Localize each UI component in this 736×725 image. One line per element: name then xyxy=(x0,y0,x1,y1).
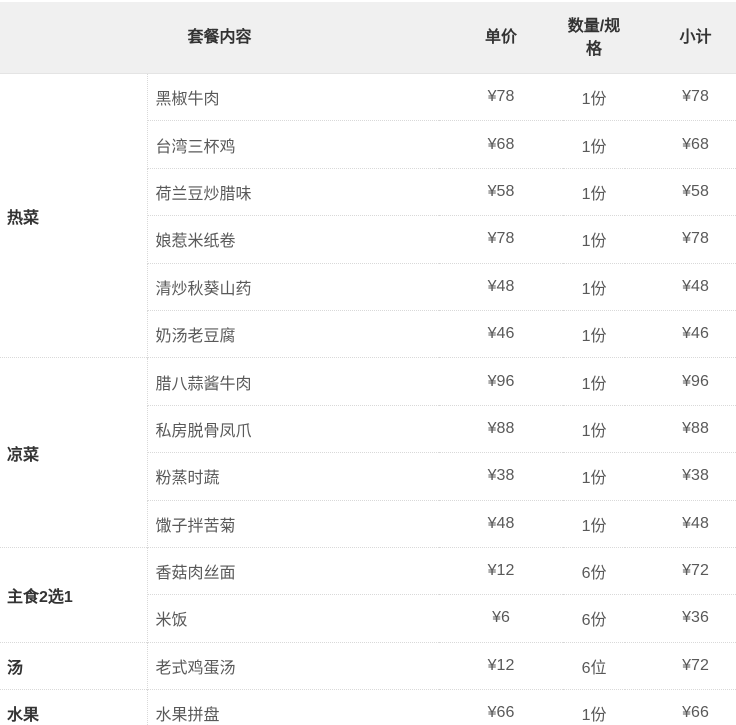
dish-name-cell: 清炒秋葵山药 xyxy=(147,262,440,311)
quantity-cell: 1份 xyxy=(563,120,626,169)
category-cell: 汤 xyxy=(0,641,148,690)
dish-name-cell: 米饭 xyxy=(147,594,440,643)
header-quantity-spec: 数量/规格 xyxy=(563,2,626,74)
subtotal-cell: ¥58 xyxy=(625,167,736,216)
dish-name-cell: 荷兰豆炒腊味 xyxy=(147,167,440,216)
dish-name-cell: 馓子拌苦菊 xyxy=(147,499,440,548)
subtotal-cell: ¥36 xyxy=(625,594,736,643)
unit-price-cell: ¥78 xyxy=(439,215,564,264)
dish-name-cell: 黑椒牛肉 xyxy=(147,73,440,121)
category-cell: 热菜 xyxy=(0,73,148,358)
quantity-cell: 1份 xyxy=(563,452,626,501)
quantity-cell: 1份 xyxy=(563,499,626,548)
quantity-cell: 6份 xyxy=(563,546,626,595)
menu-row: 凉菜 腊八蒜酱牛肉 ¥96 1份 ¥96 xyxy=(0,357,736,548)
category-cell: 凉菜 xyxy=(0,357,148,548)
header-package-content: 套餐内容 xyxy=(0,2,440,74)
quantity-cell: 1份 xyxy=(563,215,626,264)
menu-row: 主食2选1 香菇肉丝面 ¥12 6份 ¥72 xyxy=(0,546,736,643)
unit-price-cell: ¥68 xyxy=(439,120,564,169)
subtotal-cell: ¥88 xyxy=(625,404,736,453)
quantity-cell: 1份 xyxy=(563,309,626,358)
quantity-cell: 1份 xyxy=(563,357,626,406)
subtotal-cell: ¥48 xyxy=(625,262,736,311)
unit-price-cell: ¥48 xyxy=(439,262,564,311)
menu-row: 粉蒸时蔬 ¥38 1份 ¥38 xyxy=(0,452,736,501)
dish-name-cell: 私房脱骨凤爪 xyxy=(147,404,440,453)
quantity-cell: 1份 xyxy=(563,689,626,725)
menu-row: 馓子拌苦菊 ¥48 1份 ¥48 xyxy=(0,499,736,548)
subtotal-cell: ¥38 xyxy=(625,452,736,501)
subtotal-cell: ¥68 xyxy=(625,120,736,169)
dish-name-cell: 水果拼盘 xyxy=(147,689,440,725)
category-cell: 水果 xyxy=(0,689,148,725)
header-unit-price: 单价 xyxy=(439,2,564,74)
menu-row: 私房脱骨凤爪 ¥88 1份 ¥88 xyxy=(0,404,736,453)
unit-price-cell: ¥12 xyxy=(439,641,564,690)
unit-price-cell: ¥6 xyxy=(439,594,564,643)
unit-price-cell: ¥66 xyxy=(439,689,564,725)
menu-row: 水果 水果拼盘 ¥66 1份 ¥66 xyxy=(0,689,736,725)
menu-table-body: 热菜 黑椒牛肉 ¥78 1份 ¥78 台湾三杯鸡 ¥68 1份 ¥68 荷兰豆炒腊味 ¥58 1份 ¥5… xyxy=(0,73,736,725)
dish-name-cell: 娘惹米纸卷 xyxy=(147,215,440,264)
menu-row: 清炒秋葵山药 ¥48 1份 ¥48 xyxy=(0,262,736,311)
header-row: 套餐内容 单价 数量/规格 小计 xyxy=(0,2,736,74)
unit-price-cell: ¥96 xyxy=(439,357,564,406)
dish-name-cell: 奶汤老豆腐 xyxy=(147,309,440,358)
dish-name-cell: 香菇肉丝面 xyxy=(147,546,440,595)
dish-name-cell: 腊八蒜酱牛肉 xyxy=(147,357,440,406)
dish-name-cell: 粉蒸时蔬 xyxy=(147,452,440,501)
unit-price-cell: ¥46 xyxy=(439,309,564,358)
menu-row: 米饭 ¥6 6份 ¥36 xyxy=(0,594,736,643)
quantity-cell: 6位 xyxy=(563,641,626,690)
subtotal-cell: ¥46 xyxy=(625,309,736,358)
subtotal-cell: ¥78 xyxy=(625,73,736,121)
unit-price-cell: ¥78 xyxy=(439,73,564,121)
unit-price-cell: ¥12 xyxy=(439,546,564,595)
quantity-cell: 1份 xyxy=(563,167,626,216)
unit-price-cell: ¥38 xyxy=(439,452,564,501)
quantity-cell: 1份 xyxy=(563,404,626,453)
subtotal-cell: ¥72 xyxy=(625,546,736,595)
dish-name-cell: 台湾三杯鸡 xyxy=(147,120,440,169)
menu-row: 台湾三杯鸡 ¥68 1份 ¥68 xyxy=(0,120,736,169)
menu-row: 热菜 黑椒牛肉 ¥78 1份 ¥78 xyxy=(0,73,736,358)
menu-row: 荷兰豆炒腊味 ¥58 1份 ¥58 xyxy=(0,167,736,216)
category-cell: 主食2选1 xyxy=(0,546,148,643)
subtotal-cell: ¥48 xyxy=(625,499,736,548)
subtotal-cell: ¥66 xyxy=(625,689,736,725)
dish-name-cell: 老式鸡蛋汤 xyxy=(147,641,440,690)
subtotal-cell: ¥78 xyxy=(625,215,736,264)
menu-row: 汤老式鸡蛋汤 ¥12 6位 ¥72 xyxy=(0,641,736,690)
quantity-cell: 6份 xyxy=(563,594,626,643)
unit-price-cell: ¥48 xyxy=(439,499,564,548)
quantity-cell: 1份 xyxy=(563,262,626,311)
subtotal-cell: ¥96 xyxy=(625,357,736,406)
unit-price-cell: ¥58 xyxy=(439,167,564,216)
menu-row: 娘惹米纸卷 ¥78 1份 ¥78 xyxy=(0,215,736,264)
unit-price-cell: ¥88 xyxy=(439,404,564,453)
quantity-cell: 1份 xyxy=(563,73,626,121)
menu-table-header: 套餐内容 单价 数量/规格 小计 xyxy=(0,2,736,74)
header-subtotal: 小计 xyxy=(625,2,736,74)
menu-row: 奶汤老豆腐 ¥46 1份 ¥46 xyxy=(0,309,736,358)
subtotal-cell: ¥72 xyxy=(625,641,736,690)
